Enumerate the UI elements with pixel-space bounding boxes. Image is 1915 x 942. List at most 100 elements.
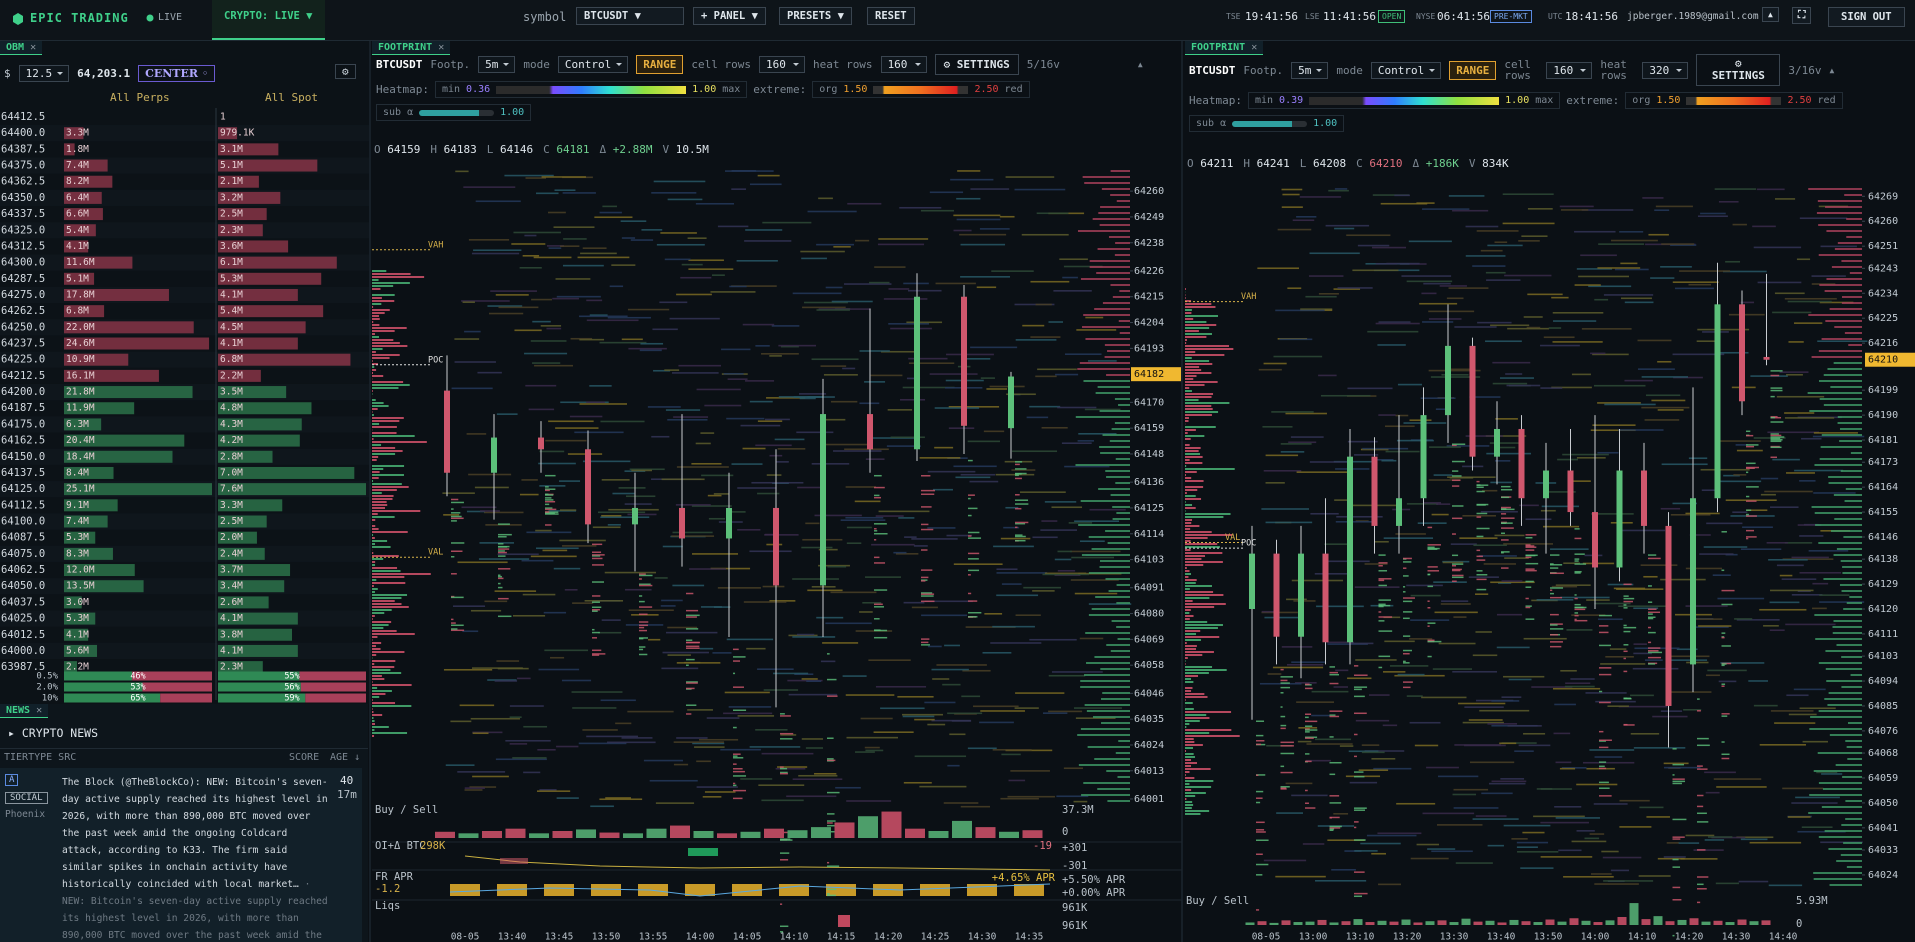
settings-button[interactable]: ⚙ SETTINGS	[1696, 54, 1781, 86]
center-button[interactable]: CENTER ◦	[138, 65, 216, 82]
price-tick-label: 64243	[1868, 263, 1898, 274]
tab-close[interactable]: ✕	[30, 42, 37, 53]
heat-cell	[523, 771, 541, 774]
alpha-slider[interactable]	[419, 109, 495, 116]
panel-tab[interactable]: FOOTPRINT ✕	[372, 41, 451, 55]
select[interactable]: 320	[1642, 61, 1689, 79]
select[interactable]: Control	[557, 56, 629, 73]
tab-close[interactable]: ✕	[36, 705, 43, 716]
obm-settings[interactable]: ⚙	[335, 64, 356, 79]
step-select[interactable]: 12.5	[18, 65, 70, 82]
perp-bar	[64, 353, 129, 366]
range-button[interactable]: RANGE	[636, 55, 684, 74]
heat-cell	[846, 542, 862, 545]
heat-cell	[1725, 499, 1777, 502]
heat-cell	[1707, 836, 1733, 838]
alpha-slider[interactable]	[1232, 120, 1308, 127]
select[interactable]: 160	[758, 56, 805, 73]
footprint-cell	[1672, 838, 1681, 840]
profile-bar	[372, 507, 385, 509]
panel-button[interactable]: + PANEL ▼	[693, 7, 766, 25]
footprint-cell	[1256, 790, 1264, 793]
symbol-select[interactable]: BTCUSDT ▼	[576, 7, 684, 25]
fullscreen-button[interactable]: ⛶	[1792, 7, 1812, 24]
profile-bar	[1185, 813, 1201, 815]
heat-cell	[800, 250, 845, 253]
collapse[interactable]: ▲	[1829, 65, 1835, 75]
heat-cell	[1819, 301, 1854, 304]
settings-button[interactable]: ⚙ SETTINGS	[934, 54, 1019, 75]
footprint-cell	[1403, 575, 1409, 577]
gradient-slider[interactable]	[1309, 96, 1500, 105]
perp-size: 18.4M	[66, 451, 95, 462]
panel-tab[interactable]: FOOTPRINT ✕	[1185, 41, 1264, 55]
news-tab[interactable]: NEWS ✕	[0, 704, 49, 718]
footprint-cell	[1354, 665, 1359, 667]
volume-bar	[811, 827, 831, 838]
volume-label: Buy / Sell	[375, 804, 438, 816]
gradient-slider[interactable]	[496, 85, 687, 94]
heat-cell	[627, 710, 674, 713]
candle-body	[773, 507, 779, 586]
heat-cell	[1574, 284, 1601, 286]
footprint-cell	[1721, 753, 1730, 756]
edge-book	[1814, 614, 1862, 616]
profile-bar	[372, 516, 395, 518]
news-item[interactable]: A SOCIAL Phoenix The Block (@TheBlockCo)…	[0, 768, 362, 942]
market-tab[interactable]: CRYPTO: LIVE ▼	[212, 0, 325, 40]
time-label: 13:30	[1440, 932, 1469, 942]
select[interactable]: 160	[1546, 61, 1593, 79]
heat-cell	[1074, 520, 1120, 523]
heat-cell	[1564, 685, 1595, 688]
heat-cell	[823, 374, 858, 376]
footprint-cell	[1476, 484, 1489, 486]
profile-bar	[372, 315, 379, 317]
reset-button[interactable]: RESET	[867, 7, 915, 25]
tab-close[interactable]: ✕	[1251, 42, 1258, 53]
select[interactable]: 5m	[478, 56, 516, 73]
label: cell rows	[1504, 58, 1531, 82]
spot-size: 2.4M	[220, 548, 243, 559]
footprint-cell	[1501, 551, 1510, 553]
collapse[interactable]: ▲	[1137, 60, 1143, 69]
heat-cell	[1611, 239, 1658, 242]
collapse-button[interactable]: ▲	[1762, 7, 1779, 22]
spot-size: 6.1M	[220, 257, 243, 268]
extreme-slider[interactable]	[1686, 96, 1782, 105]
profile-bar	[1185, 732, 1210, 734]
profile-bar	[372, 363, 378, 365]
select[interactable]: Control	[1370, 61, 1442, 79]
heat-cell	[1616, 588, 1664, 590]
presets-button[interactable]: PRESETS ▼	[779, 7, 852, 25]
select[interactable]: 5m	[1291, 61, 1329, 79]
edge-book	[1096, 272, 1130, 274]
price: 64262.5	[1, 305, 45, 317]
level-label: VAL	[1225, 533, 1240, 543]
edge-book	[1114, 398, 1130, 400]
heat-cell	[1459, 537, 1498, 539]
heat-cell	[1736, 836, 1774, 839]
extreme-slider[interactable]	[873, 85, 969, 94]
footprint-cell	[874, 589, 888, 591]
signout-button[interactable]: SIGN OUT	[1828, 7, 1905, 27]
tab-close[interactable]: ✕	[438, 42, 445, 53]
obm-tab[interactable]: OBM ✕	[0, 41, 43, 55]
heat-cell	[1619, 826, 1652, 828]
heat-cell	[462, 301, 475, 303]
heat-cell	[961, 695, 981, 698]
heat-cell	[1021, 233, 1069, 236]
heat-cell	[947, 764, 960, 767]
heat-cell	[629, 468, 665, 471]
footprint-cell	[733, 770, 745, 773]
edge-book	[1112, 518, 1130, 520]
heat-cell	[1492, 361, 1531, 364]
heat-cell	[1063, 767, 1084, 770]
heat-cell	[1749, 841, 1802, 844]
select[interactable]: 160	[880, 56, 927, 73]
heat-cell	[556, 295, 601, 298]
perp-bar	[64, 159, 108, 172]
range-button[interactable]: RANGE	[1449, 60, 1497, 80]
heat-cell	[1073, 707, 1122, 709]
heat-cell	[780, 345, 799, 348]
heat-cell	[478, 558, 530, 560]
